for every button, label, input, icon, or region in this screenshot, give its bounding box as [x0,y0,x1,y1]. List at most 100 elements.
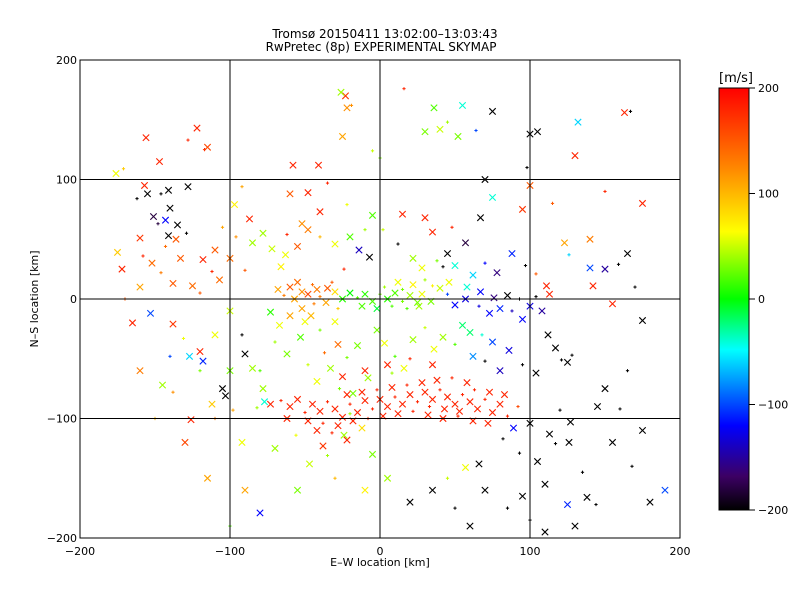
data-point [274,285,282,294]
data-point [337,88,345,96]
data-point [159,271,163,275]
data-point [373,304,381,313]
data-point [346,233,354,241]
data-point [466,398,474,406]
x-tick-label: −100 [215,545,245,558]
data-point [405,383,409,387]
data-point [628,109,633,113]
data-point [286,190,294,198]
data-point [164,186,173,194]
y-axis: −200 −100 0 100 200 [47,54,87,545]
data-point [230,201,239,209]
data-point [430,284,435,288]
data-point [534,272,538,276]
data-point [480,333,484,337]
data-point [340,431,348,439]
data-point [638,426,647,435]
data-point [305,460,314,468]
data-point [155,157,164,166]
data-point [445,278,453,286]
data-point [148,259,156,267]
data-point [149,212,158,221]
data-point [375,388,379,392]
data-point [396,242,400,246]
data-point [406,291,414,300]
data-point [140,181,149,190]
data-point [433,376,441,384]
data-point [472,388,477,392]
data-point [158,381,167,389]
data-point [314,161,323,169]
data-point [451,400,459,408]
data-point [483,261,487,265]
data-point [505,346,513,354]
data-point [301,318,309,326]
data-point [198,369,202,373]
colorbar-tick-label: −200 [758,504,788,517]
data-point [500,391,509,399]
data-point [430,345,438,353]
data-point [353,342,362,350]
data-point [565,438,573,446]
data-point [496,304,504,313]
data-point [248,364,257,372]
data-point [398,400,407,408]
points-layer [112,87,669,536]
data-point [427,404,432,409]
data-point [594,502,598,507]
data-point [304,189,312,197]
data-point [293,486,302,494]
data-point [560,239,569,247]
data-point [469,352,477,360]
data-point [136,234,144,242]
data-point [361,367,369,375]
data-point [169,320,177,328]
data-point [443,393,452,401]
data-point [255,406,259,410]
data-point [620,108,629,117]
data-point [331,288,339,296]
data-point [428,361,437,369]
data-point [394,410,402,418]
data-point [473,405,482,413]
data-point [458,101,467,109]
data-point [501,437,505,441]
data-point [318,235,322,239]
data-point [623,250,632,258]
data-point [553,441,558,446]
data-point [325,400,330,404]
data-point [161,216,170,224]
data-point [368,450,377,458]
data-point [266,400,275,408]
data-point [475,460,483,468]
data-point [418,264,426,272]
data-point [318,295,322,299]
data-point [238,438,246,446]
data-point [275,321,284,329]
data-point [532,369,540,377]
data-point [409,254,417,262]
data-point [286,402,294,411]
data-point [322,351,327,355]
data-point [608,300,617,308]
data-point [141,254,145,258]
data-point [460,393,465,397]
data-point [409,281,417,289]
data-point [423,326,427,330]
data-point [259,229,267,237]
data-point [173,221,182,229]
data-point [135,197,139,201]
data-point [463,379,471,387]
data-point [586,264,594,272]
data-point [293,278,302,286]
data-point [638,316,647,325]
data-point [193,124,201,132]
data-point [361,396,369,405]
data-point [563,358,572,366]
data-point [466,522,474,530]
colorbar-tick-label: 200 [758,82,779,95]
data-point [516,404,520,409]
data-point [345,355,349,360]
data-point [435,259,439,263]
data-point [156,222,160,226]
